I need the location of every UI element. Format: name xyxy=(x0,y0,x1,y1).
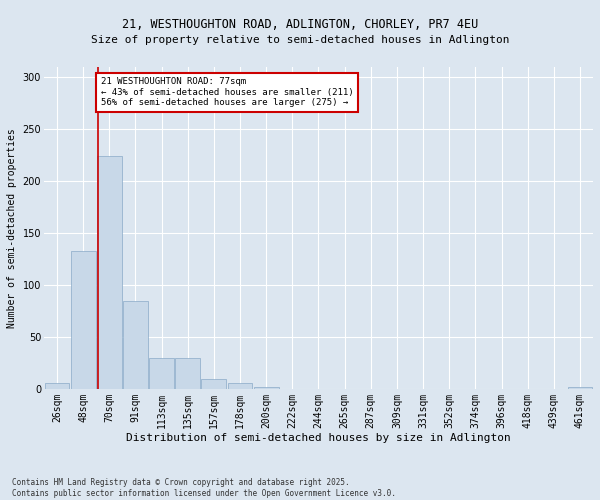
Bar xyxy=(149,358,174,390)
Text: Contains HM Land Registry data © Crown copyright and database right 2025.
Contai: Contains HM Land Registry data © Crown c… xyxy=(12,478,396,498)
Bar xyxy=(568,388,592,390)
Bar xyxy=(71,251,95,390)
Text: Size of property relative to semi-detached houses in Adlington: Size of property relative to semi-detach… xyxy=(91,35,509,45)
Text: 21 WESTHOUGHTON ROAD: 77sqm
← 43% of semi-detached houses are smaller (211)
56% : 21 WESTHOUGHTON ROAD: 77sqm ← 43% of sem… xyxy=(101,78,353,107)
Bar xyxy=(97,156,122,390)
Bar xyxy=(202,379,226,390)
Bar xyxy=(44,383,70,390)
Bar xyxy=(227,383,253,390)
Bar xyxy=(254,388,278,390)
Text: 21, WESTHOUGHTON ROAD, ADLINGTON, CHORLEY, PR7 4EU: 21, WESTHOUGHTON ROAD, ADLINGTON, CHORLE… xyxy=(122,18,478,30)
Bar xyxy=(123,301,148,390)
Y-axis label: Number of semi-detached properties: Number of semi-detached properties xyxy=(7,128,17,328)
X-axis label: Distribution of semi-detached houses by size in Adlington: Distribution of semi-detached houses by … xyxy=(126,433,511,443)
Bar xyxy=(175,358,200,390)
